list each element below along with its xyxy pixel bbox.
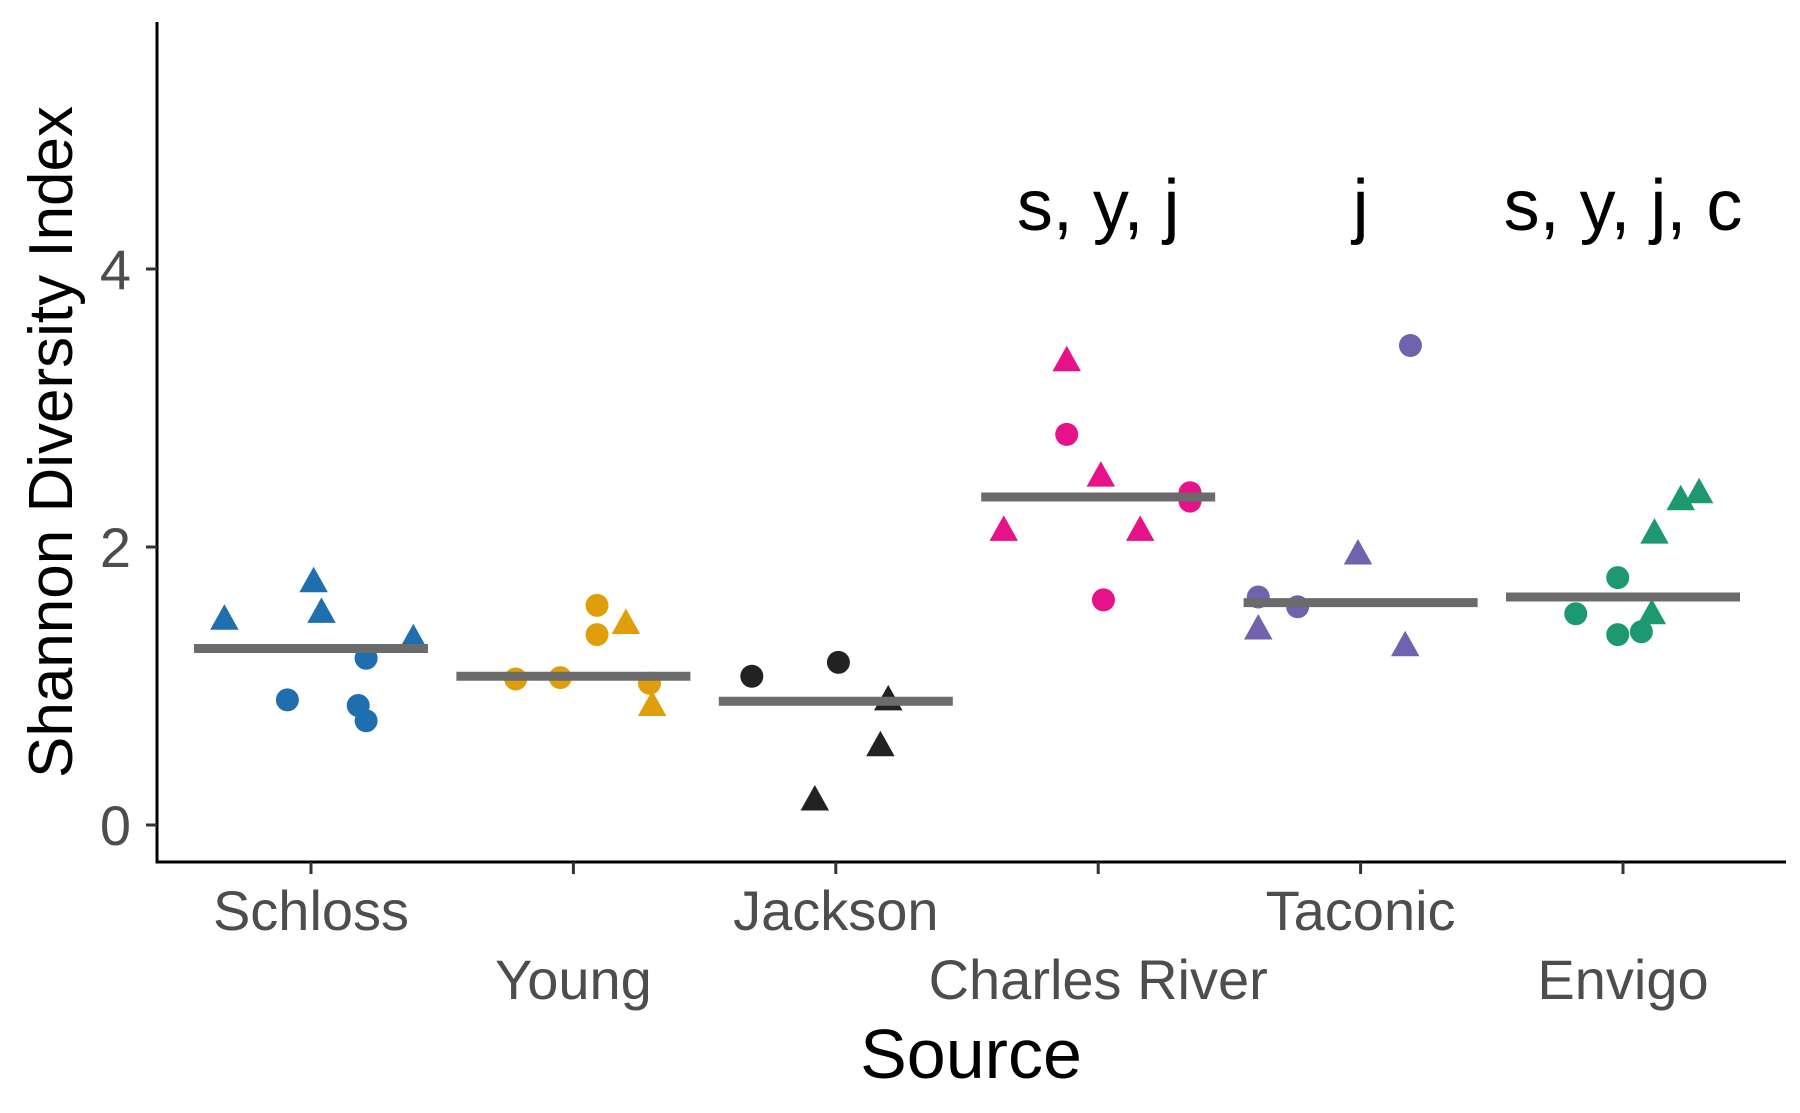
data-point-triangle xyxy=(989,515,1018,541)
data-point-triangle xyxy=(866,730,895,757)
data-point-triangle xyxy=(399,623,428,650)
data-point-triangle xyxy=(800,784,830,811)
group-charles-river: s, y, j xyxy=(981,166,1216,612)
data-point-circle xyxy=(1606,566,1630,590)
data-point-circle xyxy=(740,664,764,688)
y-axis-ticks: 0 2 4 xyxy=(100,238,157,857)
data-point-circle xyxy=(1564,602,1588,626)
x-tick-label-jackson: Jackson xyxy=(733,879,938,942)
significance-label-taconic: j xyxy=(1351,166,1369,246)
data-point-circle xyxy=(1091,588,1115,612)
group-young xyxy=(456,593,691,716)
x-tick-label-taconic: Taconic xyxy=(1266,879,1456,942)
data-point-triangle xyxy=(1244,614,1273,640)
data-point-circle xyxy=(1606,623,1630,647)
data-point-triangle xyxy=(1640,518,1669,544)
data-point-triangle xyxy=(307,597,336,623)
data-point-triangle xyxy=(1666,484,1695,511)
data-point-triangle xyxy=(210,604,239,630)
x-tick-label-schloss: Schloss xyxy=(213,879,409,942)
data-point-circle xyxy=(275,688,299,712)
x-axis-title: Source xyxy=(860,1015,1082,1093)
data-point-circle xyxy=(1629,620,1653,644)
group-taconic: j xyxy=(1243,166,1478,657)
x-tick-label-young: Young xyxy=(495,948,652,1011)
data-point-triangle xyxy=(299,566,328,593)
data-point-circle xyxy=(585,623,609,647)
data-point-circle xyxy=(346,693,370,717)
x-tick-label-envigo: Envigo xyxy=(1537,948,1708,1011)
data-point-triangle xyxy=(1637,598,1667,625)
group-jackson xyxy=(718,650,953,811)
x-tick-label-charles-river: Charles River xyxy=(929,948,1268,1011)
data-point-circle xyxy=(1055,422,1079,446)
significance-label-envigo: s, y, j, c xyxy=(1504,166,1743,246)
data-point-triangle xyxy=(1390,630,1420,657)
data-point-triangle xyxy=(1052,345,1081,372)
plot-area: s, y, j j s, y, j, c xyxy=(194,166,1743,811)
data-point-triangle xyxy=(1086,461,1116,487)
group-envigo: s, y, j, c xyxy=(1504,166,1743,647)
y-tick-label: 4 xyxy=(100,238,131,301)
group-schloss xyxy=(194,566,428,733)
data-point-triangle xyxy=(1684,477,1714,504)
data-point-triangle xyxy=(611,608,641,634)
y-tick-label: 2 xyxy=(100,516,131,579)
data-point-circle xyxy=(1398,333,1422,357)
y-axis-title: Shannon Diversity Index xyxy=(17,106,86,778)
data-point-circle xyxy=(826,650,850,674)
data-point-triangle xyxy=(1343,538,1373,565)
y-tick-label: 0 xyxy=(100,794,131,857)
data-point-triangle xyxy=(637,690,667,716)
data-point-triangle xyxy=(1125,515,1155,541)
data-point-circle xyxy=(585,593,609,617)
significance-label-charles-river: s, y, j xyxy=(1017,166,1180,246)
